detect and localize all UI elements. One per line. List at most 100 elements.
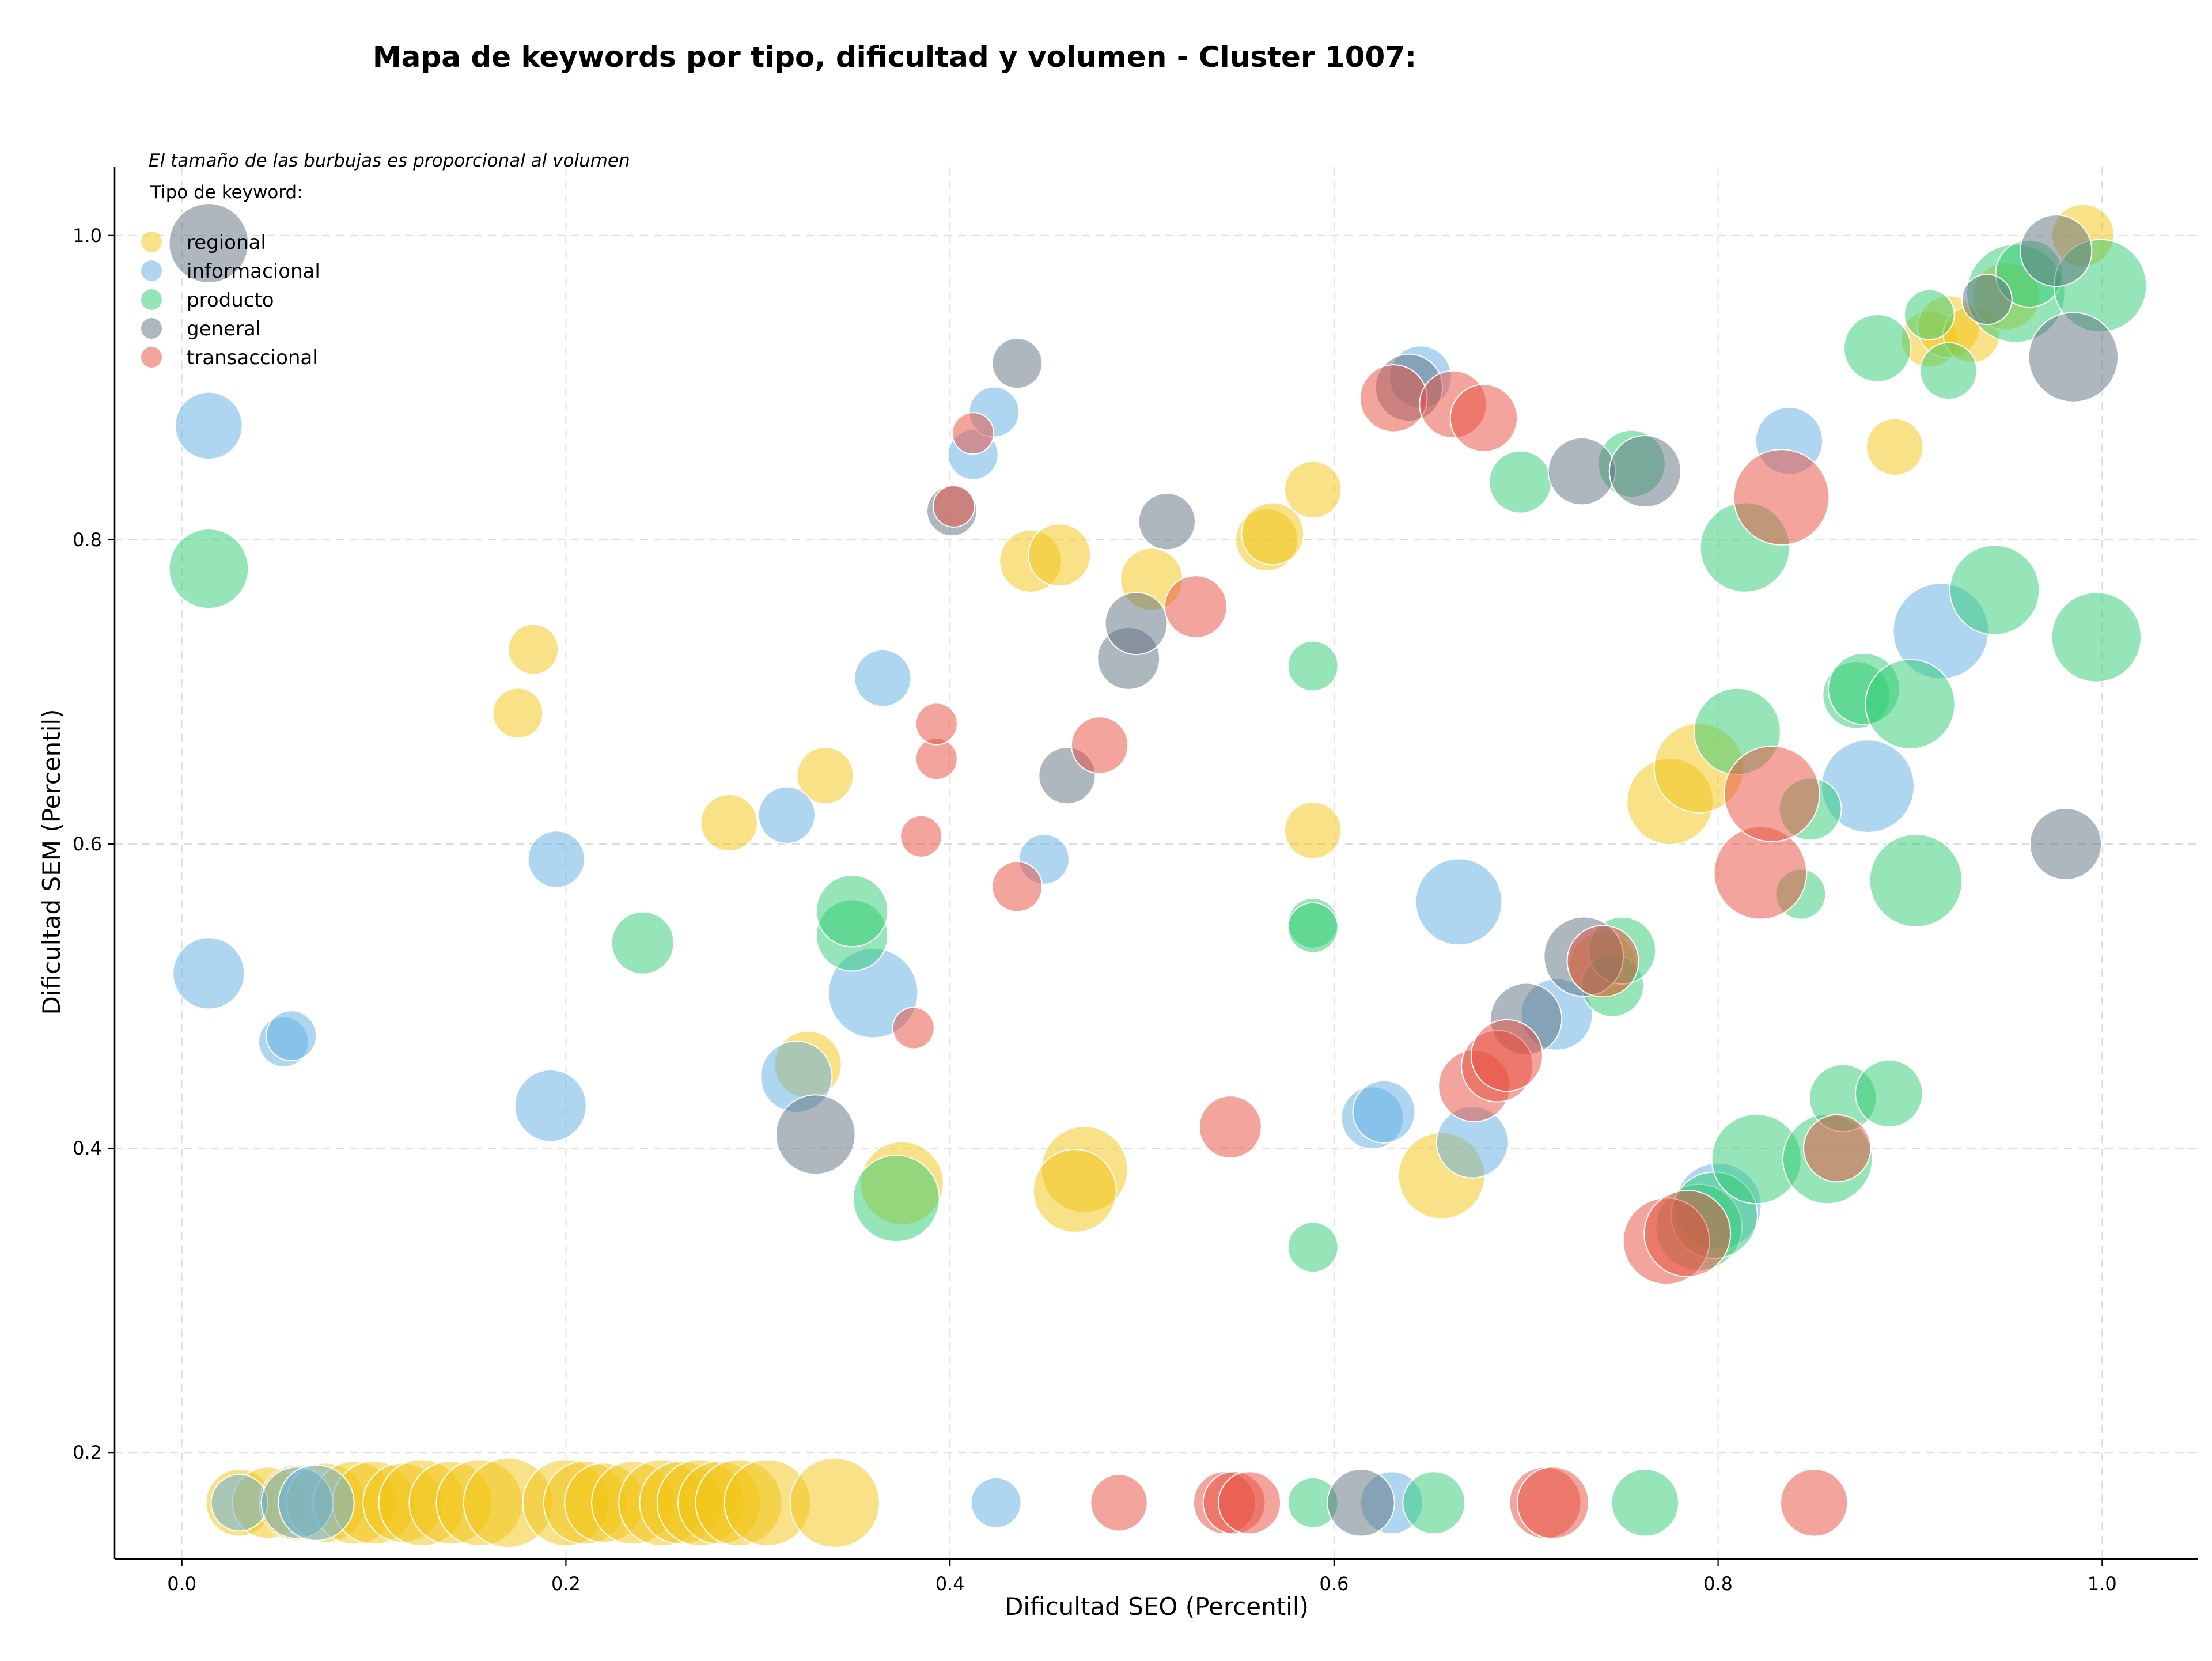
bubble-producto	[1903, 289, 1955, 340]
bubble-producto	[852, 1155, 940, 1243]
bubble-producto	[1949, 544, 2040, 635]
legend: Tipo de keyword: regional informacional pr…	[141, 182, 320, 369]
legend-marker-informacional	[141, 260, 162, 281]
bubble-informacional	[172, 937, 245, 1010]
y-tick-label: 0.2	[73, 1441, 102, 1463]
bubble-general	[2028, 312, 2119, 403]
y-tick-label: 0.4	[73, 1137, 102, 1159]
bubble-producto	[1865, 659, 1956, 750]
bubble-transaccional	[1470, 1019, 1543, 1092]
bubble-transaccional	[1218, 1471, 1282, 1535]
x-tick-label: 0.2	[551, 1573, 581, 1595]
y-tick-label: 1.0	[73, 225, 102, 247]
y-tick-label: 0.6	[73, 833, 102, 855]
bubble-producto	[816, 875, 889, 948]
bubble-producto	[1402, 1471, 1466, 1535]
bubble-transaccional	[1803, 1114, 1872, 1183]
bubble-general	[2029, 807, 2103, 881]
bubble-producto	[1919, 342, 1978, 400]
bubble-size-note: El tamaño de las burbujas es proporciona…	[149, 150, 630, 171]
bubble-layer	[168, 203, 2147, 1549]
bubble-informacional	[1415, 858, 1503, 946]
bubble-producto	[1611, 1469, 1680, 1537]
bubble-transaccional	[1733, 449, 1830, 546]
bubble-informacional	[970, 1477, 1022, 1528]
bubble-producto	[1855, 1059, 1923, 1128]
legend-label-transaccional: transaccional	[187, 346, 318, 369]
axes: 0.0 0.2 0.4 0.6 0.8 1.0 0.2 0.4 0.6 0.8 1.0	[73, 167, 2198, 1595]
x-tick-label: 0.6	[1319, 1573, 1349, 1595]
bubble-transaccional	[1643, 1190, 1732, 1277]
bubble-producto	[1287, 640, 1339, 692]
bubble-transaccional	[932, 485, 975, 528]
x-tick-label: 0.4	[935, 1573, 965, 1595]
bubble-producto	[1488, 450, 1552, 514]
bubble-regional	[1241, 502, 1305, 566]
bubble-transaccional	[1198, 1095, 1262, 1159]
bubble-producto	[1287, 902, 1339, 954]
bubble-producto	[2051, 592, 2142, 683]
bubble-transaccional	[1070, 716, 1129, 774]
bubble-transaccional	[1516, 1466, 1589, 1539]
bubble-producto	[1287, 1221, 1339, 1273]
bubble-transaccional	[952, 412, 995, 455]
bubble-transaccional	[991, 861, 1043, 913]
bubble-general	[1104, 592, 1168, 656]
legend-label-producto: producto	[187, 289, 274, 312]
bubble-transaccional	[1449, 384, 1518, 452]
bubble-informacional	[210, 1474, 268, 1532]
bubble-informacional	[514, 1069, 587, 1142]
bubble-regional	[796, 746, 854, 805]
bubble-informacional	[854, 649, 912, 707]
y-axis-label: Dificultad SEM (Percentil)	[37, 709, 66, 1015]
bubble-informacional	[175, 391, 243, 460]
x-tick-label: 1.0	[2088, 1573, 2117, 1595]
x-axis-label: Dificultad SEO (Percentil)	[1005, 1592, 1309, 1621]
bubble-transaccional	[900, 815, 943, 858]
bubble-regional	[1284, 801, 1342, 860]
bubble-transaccional	[915, 702, 958, 746]
y-tick-label: 0.8	[73, 529, 102, 551]
x-tick-label: 0.8	[1703, 1573, 1733, 1595]
x-tick-label: 0.0	[167, 1573, 196, 1595]
bubble-transaccional	[1090, 1474, 1148, 1532]
bubble-regional	[492, 687, 544, 739]
series-transaccional	[892, 364, 1872, 1539]
legend-label-informacional: informacional	[187, 260, 320, 283]
chart-title: Mapa de keywords por tipo, dificultad y …	[373, 40, 1416, 74]
bubble-transaccional	[1724, 745, 1820, 842]
bubble-general	[991, 338, 1043, 389]
bubble-transaccional	[892, 1007, 935, 1050]
legend-title: Tipo de keyword:	[150, 182, 303, 203]
bubble-transaccional	[1164, 575, 1228, 639]
bubble-informacional	[1352, 1080, 1416, 1144]
bubble-transaccional	[1566, 925, 1639, 998]
bubble-producto	[1869, 834, 1963, 928]
bubble-general	[1608, 434, 1682, 508]
bubble-regional	[789, 1457, 880, 1549]
legend-marker-general	[141, 318, 162, 339]
bubble-regional	[700, 793, 758, 852]
bubble-informacional	[757, 786, 816, 845]
bubble-regional	[1032, 1149, 1117, 1234]
bubble-regional	[1866, 418, 1924, 476]
series-informacional	[172, 345, 1990, 1541]
legend-label-general: general	[187, 317, 261, 340]
bubble-general	[1547, 437, 1616, 506]
bubble-producto	[168, 528, 249, 609]
legend-marker-regional	[141, 232, 162, 252]
bubble-producto	[1843, 313, 1912, 383]
legend-marker-producto	[141, 289, 162, 310]
bubble-general	[2020, 214, 2093, 287]
bubble-general	[1961, 274, 2013, 326]
bubble-general	[1327, 1469, 1395, 1537]
bubble-informacional	[278, 1464, 355, 1541]
bubble-general	[1138, 493, 1196, 551]
bubble-regional	[1284, 460, 1342, 519]
bubble-regional	[1028, 523, 1092, 587]
bubble-producto	[611, 911, 675, 975]
bubble-transaccional	[1780, 1469, 1849, 1537]
bubble-transaccional	[1359, 364, 1428, 433]
